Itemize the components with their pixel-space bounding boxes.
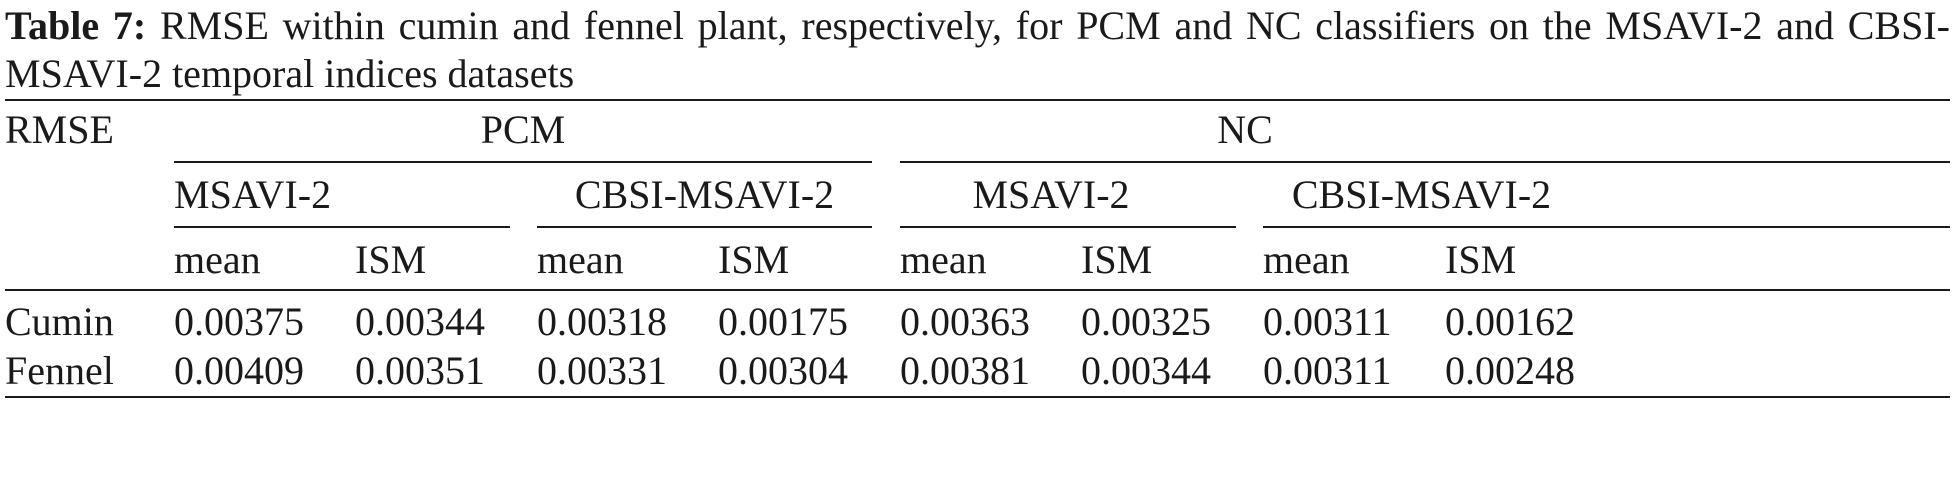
nc-rule <box>900 161 1950 163</box>
table-cell: 0.00304 <box>718 348 848 393</box>
table-cell: 0.00409 <box>174 348 304 393</box>
caption-label: Table 7: <box>5 3 147 48</box>
stat-header-4: ISM <box>718 237 790 282</box>
stat-header-6: ISM <box>1081 237 1153 282</box>
table-cell: 0.00162 <box>1445 299 1575 344</box>
table-cell: 0.00344 <box>355 299 485 344</box>
table-cell: 0.00318 <box>537 299 667 344</box>
bottom-rule <box>5 396 1950 398</box>
nc-msavi-rule <box>900 226 1236 228</box>
stat-header-1: mean <box>174 237 261 282</box>
table-cell: 0.00381 <box>900 348 1030 393</box>
table-cell: 0.00331 <box>537 348 667 393</box>
table-cell: 0.00175 <box>718 299 848 344</box>
dataset-header-pcm-cbsi: CBSI-MSAVI-2 <box>574 172 835 217</box>
stat-header-2: ISM <box>355 237 427 282</box>
stat-header-8: ISM <box>1445 237 1517 282</box>
table-cell: 0.00363 <box>900 299 1030 344</box>
stat-header-5: mean <box>900 237 987 282</box>
dataset-header-nc-msavi: MSAVI-2 <box>972 172 1130 217</box>
table-cell: 0.00375 <box>174 299 304 344</box>
corner-header: RMSE <box>5 107 114 152</box>
stat-header-3: mean <box>537 237 624 282</box>
table-cell: 0.00248 <box>1445 348 1575 393</box>
row-label: Fennel <box>5 348 114 393</box>
header-bottom-rule <box>5 289 1950 291</box>
pcm-rule <box>174 161 872 163</box>
table-cell: 0.00351 <box>355 348 485 393</box>
table-cell: 0.00311 <box>1263 348 1392 393</box>
classifier-header-nc: NC <box>1217 107 1273 152</box>
table-cell: 0.00311 <box>1263 299 1392 344</box>
pcm-msavi-rule <box>174 226 510 228</box>
dataset-header-nc-cbsi: CBSI-MSAVI-2 <box>1291 172 1552 217</box>
table-cell: 0.00344 <box>1081 348 1211 393</box>
stat-header-7: mean <box>1263 237 1350 282</box>
caption-text: RMSE within cumin and fennel plant, resp… <box>5 3 1950 96</box>
nc-cbsi-rule <box>1263 226 1950 228</box>
classifier-header-pcm: PCM <box>480 107 566 152</box>
table-cell: 0.00325 <box>1081 299 1211 344</box>
pcm-cbsi-rule <box>537 226 872 228</box>
top-rule <box>5 99 1950 101</box>
dataset-header-pcm-msavi: MSAVI-2 <box>174 172 332 217</box>
row-label: Cumin <box>5 299 114 344</box>
table-caption: Table 7: RMSE within cumin and fennel pl… <box>5 2 1950 98</box>
